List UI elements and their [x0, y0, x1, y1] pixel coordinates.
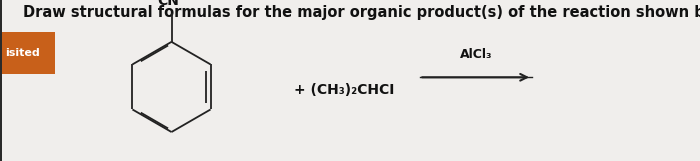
Text: + (CH₃)₂CHCI: + (CH₃)₂CHCI — [294, 83, 394, 97]
Bar — [0, 0, 2, 161]
Text: isited: isited — [5, 48, 40, 58]
Text: AlCl₃: AlCl₃ — [460, 48, 492, 61]
Text: Draw structural formulas for the major organic product(s) of the reaction shown : Draw structural formulas for the major o… — [22, 5, 700, 20]
FancyBboxPatch shape — [2, 32, 55, 74]
Text: CN: CN — [157, 0, 179, 8]
